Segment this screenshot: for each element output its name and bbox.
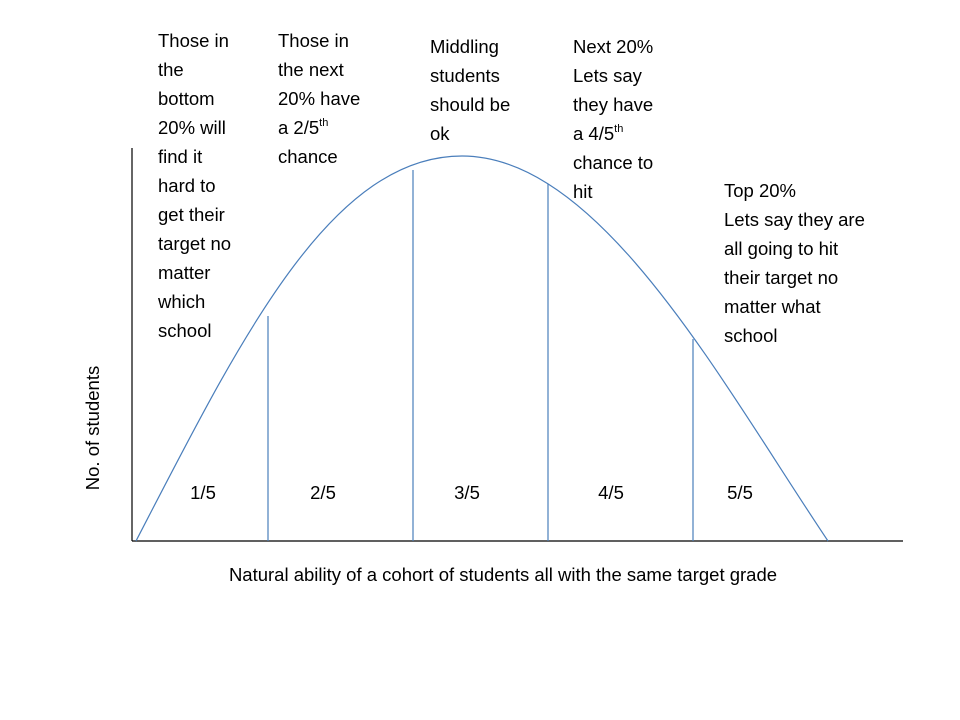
annotation-line: all going to hit <box>724 238 839 259</box>
annotation-line: ok <box>430 123 450 144</box>
annotation-line: find it <box>158 146 203 167</box>
annotation-line: students <box>430 65 500 86</box>
annotation-line: the <box>158 59 184 80</box>
annotation-line: Those in <box>278 30 349 51</box>
y-axis-label: No. of students <box>82 365 103 491</box>
x-axis-label: Natural ability of a cohort of students … <box>228 564 778 585</box>
band-label: 4/5 <box>598 482 624 503</box>
annotation-line: the next <box>278 59 344 80</box>
annotation-line: school <box>158 320 212 341</box>
band-label: 3/5 <box>454 482 480 503</box>
annotation-line: which <box>158 291 206 312</box>
annotation: Those in the next 20% have a 2/5th chance <box>278 26 360 171</box>
annotation-line: Lets say they are <box>724 209 865 230</box>
annotation-line: a 2/5th <box>278 113 360 142</box>
annotation-line: chance to <box>573 152 654 173</box>
annotation-line: Top 20% <box>724 180 796 201</box>
annotation-line: hit <box>573 181 593 202</box>
annotation-line: matter <box>158 262 211 283</box>
band-label: 1/5 <box>190 482 216 503</box>
annotation-text: a 4/5 <box>573 123 615 144</box>
annotation-text: a 2/5 <box>278 117 320 138</box>
annotation-line: bottom <box>158 88 215 109</box>
annotation: Middling students should be ok <box>430 32 510 148</box>
annotation-line: should be <box>430 94 511 115</box>
superscript: th <box>319 117 329 129</box>
annotation-line: Middling <box>430 36 499 57</box>
annotation-line: target no <box>158 233 232 254</box>
annotation-line: Next 20% <box>573 36 654 57</box>
annotation-line: their target no <box>724 267 839 288</box>
annotation: Top 20% Lets say they are all going to hit… <box>724 176 865 350</box>
annotation-line: a 4/5th <box>573 119 653 148</box>
annotation-line: 20% will <box>158 117 226 138</box>
annotation-line: Lets say <box>573 65 642 86</box>
annotation: Next 20% Lets say they have a 4/5th chance t… <box>573 32 653 206</box>
annotation-line: they have <box>573 94 654 115</box>
annotation-line: matter what <box>724 296 821 317</box>
annotation-line: 20% have <box>278 88 361 109</box>
annotation-line: hard to <box>158 175 216 196</box>
annotation-line: chance <box>278 146 338 167</box>
superscript: th <box>614 123 624 135</box>
annotation-line: Those in <box>158 30 229 51</box>
distribution-curve <box>135 155 829 542</box>
annotation: Those in the bottom 20% will find it hard to g… <box>158 26 231 345</box>
annotation-line: get their <box>158 204 225 225</box>
annotation-line: school <box>724 325 778 346</box>
band-label: 5/5 <box>727 482 753 503</box>
band-label: 2/5 <box>310 482 336 503</box>
